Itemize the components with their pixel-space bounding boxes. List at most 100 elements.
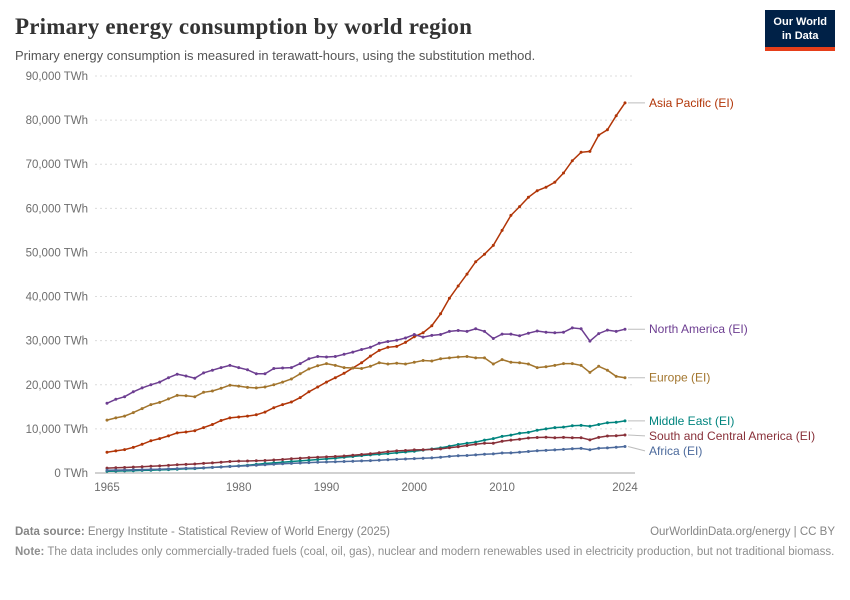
data-point-asia-pacific[interactable] <box>447 296 451 300</box>
data-point-south-central-america[interactable] <box>404 449 407 452</box>
data-point-africa[interactable] <box>228 465 232 468</box>
data-point-north-america[interactable] <box>474 327 478 331</box>
data-point-africa[interactable] <box>114 468 118 472</box>
data-point-north-america[interactable] <box>386 340 390 343</box>
data-point-north-america[interactable] <box>553 331 557 335</box>
data-point-south-central-america[interactable] <box>474 442 478 446</box>
data-point-asia-pacific[interactable] <box>263 410 267 414</box>
data-point-north-america[interactable] <box>342 352 346 356</box>
data-point-south-central-america[interactable] <box>395 449 399 453</box>
data-point-south-central-america[interactable] <box>377 451 381 455</box>
data-point-north-america[interactable] <box>175 372 179 376</box>
data-point-africa[interactable] <box>237 464 241 468</box>
data-point-asia-pacific[interactable] <box>605 128 609 132</box>
series-label-north-america[interactable]: North America (EI) <box>649 322 748 336</box>
data-point-asia-pacific[interactable] <box>167 434 170 438</box>
data-point-north-america[interactable] <box>562 330 565 334</box>
data-point-north-america[interactable] <box>105 401 109 405</box>
data-point-middle-east[interactable] <box>307 458 311 462</box>
data-point-south-central-america[interactable] <box>219 460 223 464</box>
data-point-north-america[interactable] <box>430 333 434 337</box>
data-point-africa[interactable] <box>377 458 381 462</box>
data-point-africa[interactable] <box>404 457 407 461</box>
data-point-africa[interactable] <box>605 446 609 450</box>
data-point-asia-pacific[interactable] <box>298 396 302 400</box>
data-point-asia-pacific[interactable] <box>368 354 372 358</box>
data-point-asia-pacific[interactable] <box>342 371 346 375</box>
data-point-africa[interactable] <box>562 447 565 451</box>
data-point-africa[interactable] <box>526 450 530 453</box>
data-point-africa[interactable] <box>184 466 188 470</box>
data-point-europe[interactable] <box>623 376 627 380</box>
data-point-south-central-america[interactable] <box>289 457 293 461</box>
data-point-north-america[interactable] <box>158 380 162 384</box>
data-point-africa[interactable] <box>535 449 539 453</box>
data-point-asia-pacific[interactable] <box>202 426 206 430</box>
data-point-north-america[interactable] <box>368 345 372 349</box>
data-point-south-central-america[interactable] <box>360 453 364 456</box>
data-point-africa[interactable] <box>281 462 285 466</box>
data-point-asia-pacific[interactable] <box>465 272 469 276</box>
data-point-north-america[interactable] <box>219 366 223 370</box>
data-point-south-central-america[interactable] <box>483 441 486 445</box>
data-point-africa[interactable] <box>439 455 443 459</box>
data-point-europe[interactable] <box>562 362 565 366</box>
data-point-asia-pacific[interactable] <box>131 445 135 449</box>
data-point-europe[interactable] <box>202 390 206 394</box>
data-point-asia-pacific[interactable] <box>316 385 320 389</box>
data-point-asia-pacific[interactable] <box>123 448 127 452</box>
data-point-north-america[interactable] <box>395 338 399 342</box>
series-label-europe[interactable]: Europe (EI) <box>649 371 710 385</box>
data-point-africa[interactable] <box>123 468 127 472</box>
data-point-asia-pacific[interactable] <box>491 243 495 247</box>
data-point-asia-pacific[interactable] <box>325 380 328 384</box>
data-point-south-central-america[interactable] <box>614 434 618 438</box>
data-point-africa[interactable] <box>395 457 399 461</box>
data-point-north-america[interactable] <box>544 330 548 334</box>
data-point-europe[interactable] <box>412 360 416 364</box>
series-label-south-central-america[interactable]: South and Central America (EI) <box>649 429 815 443</box>
data-point-asia-pacific[interactable] <box>281 403 285 407</box>
data-point-north-america[interactable] <box>263 372 267 376</box>
data-point-africa[interactable] <box>219 465 223 469</box>
data-point-africa[interactable] <box>421 456 425 460</box>
data-point-africa[interactable] <box>272 462 276 466</box>
data-point-south-central-america[interactable] <box>175 463 179 467</box>
data-point-south-central-america[interactable] <box>325 455 328 459</box>
data-point-africa[interactable] <box>158 467 162 471</box>
data-point-europe[interactable] <box>184 394 188 398</box>
data-point-africa[interactable] <box>175 467 179 471</box>
data-point-europe[interactable] <box>430 359 434 363</box>
data-point-south-central-america[interactable] <box>509 438 513 442</box>
data-point-south-central-america[interactable] <box>351 453 355 457</box>
data-point-europe[interactable] <box>246 385 249 389</box>
data-point-europe[interactable] <box>210 389 214 393</box>
data-point-africa[interactable] <box>254 463 258 467</box>
data-point-middle-east[interactable] <box>562 425 565 429</box>
data-point-south-central-america[interactable] <box>316 455 320 459</box>
data-point-middle-east[interactable] <box>623 419 627 423</box>
data-point-europe[interactable] <box>500 358 504 362</box>
data-point-africa[interactable] <box>579 446 583 450</box>
data-point-africa[interactable] <box>368 459 372 463</box>
data-point-north-america[interactable] <box>202 371 206 375</box>
data-point-asia-pacific[interactable] <box>105 450 109 454</box>
data-point-north-america[interactable] <box>500 332 504 336</box>
data-point-asia-pacific[interactable] <box>623 101 627 105</box>
data-point-europe[interactable] <box>263 385 267 389</box>
data-point-north-america[interactable] <box>605 328 609 332</box>
data-point-europe[interactable] <box>395 361 399 365</box>
data-point-africa[interactable] <box>509 451 513 455</box>
data-point-europe[interactable] <box>149 403 153 407</box>
data-point-north-america[interactable] <box>298 362 302 366</box>
data-point-south-central-america[interactable] <box>526 436 530 440</box>
data-point-asia-pacific[interactable] <box>500 228 504 232</box>
data-point-europe[interactable] <box>553 363 557 367</box>
data-point-asia-pacific[interactable] <box>474 260 478 264</box>
data-point-south-central-america[interactable] <box>123 466 127 469</box>
data-point-africa[interactable] <box>246 464 249 468</box>
data-point-middle-east[interactable] <box>298 459 302 463</box>
data-point-africa[interactable] <box>140 468 144 472</box>
data-point-south-central-america[interactable] <box>193 462 197 466</box>
data-point-asia-pacific[interactable] <box>509 213 513 217</box>
